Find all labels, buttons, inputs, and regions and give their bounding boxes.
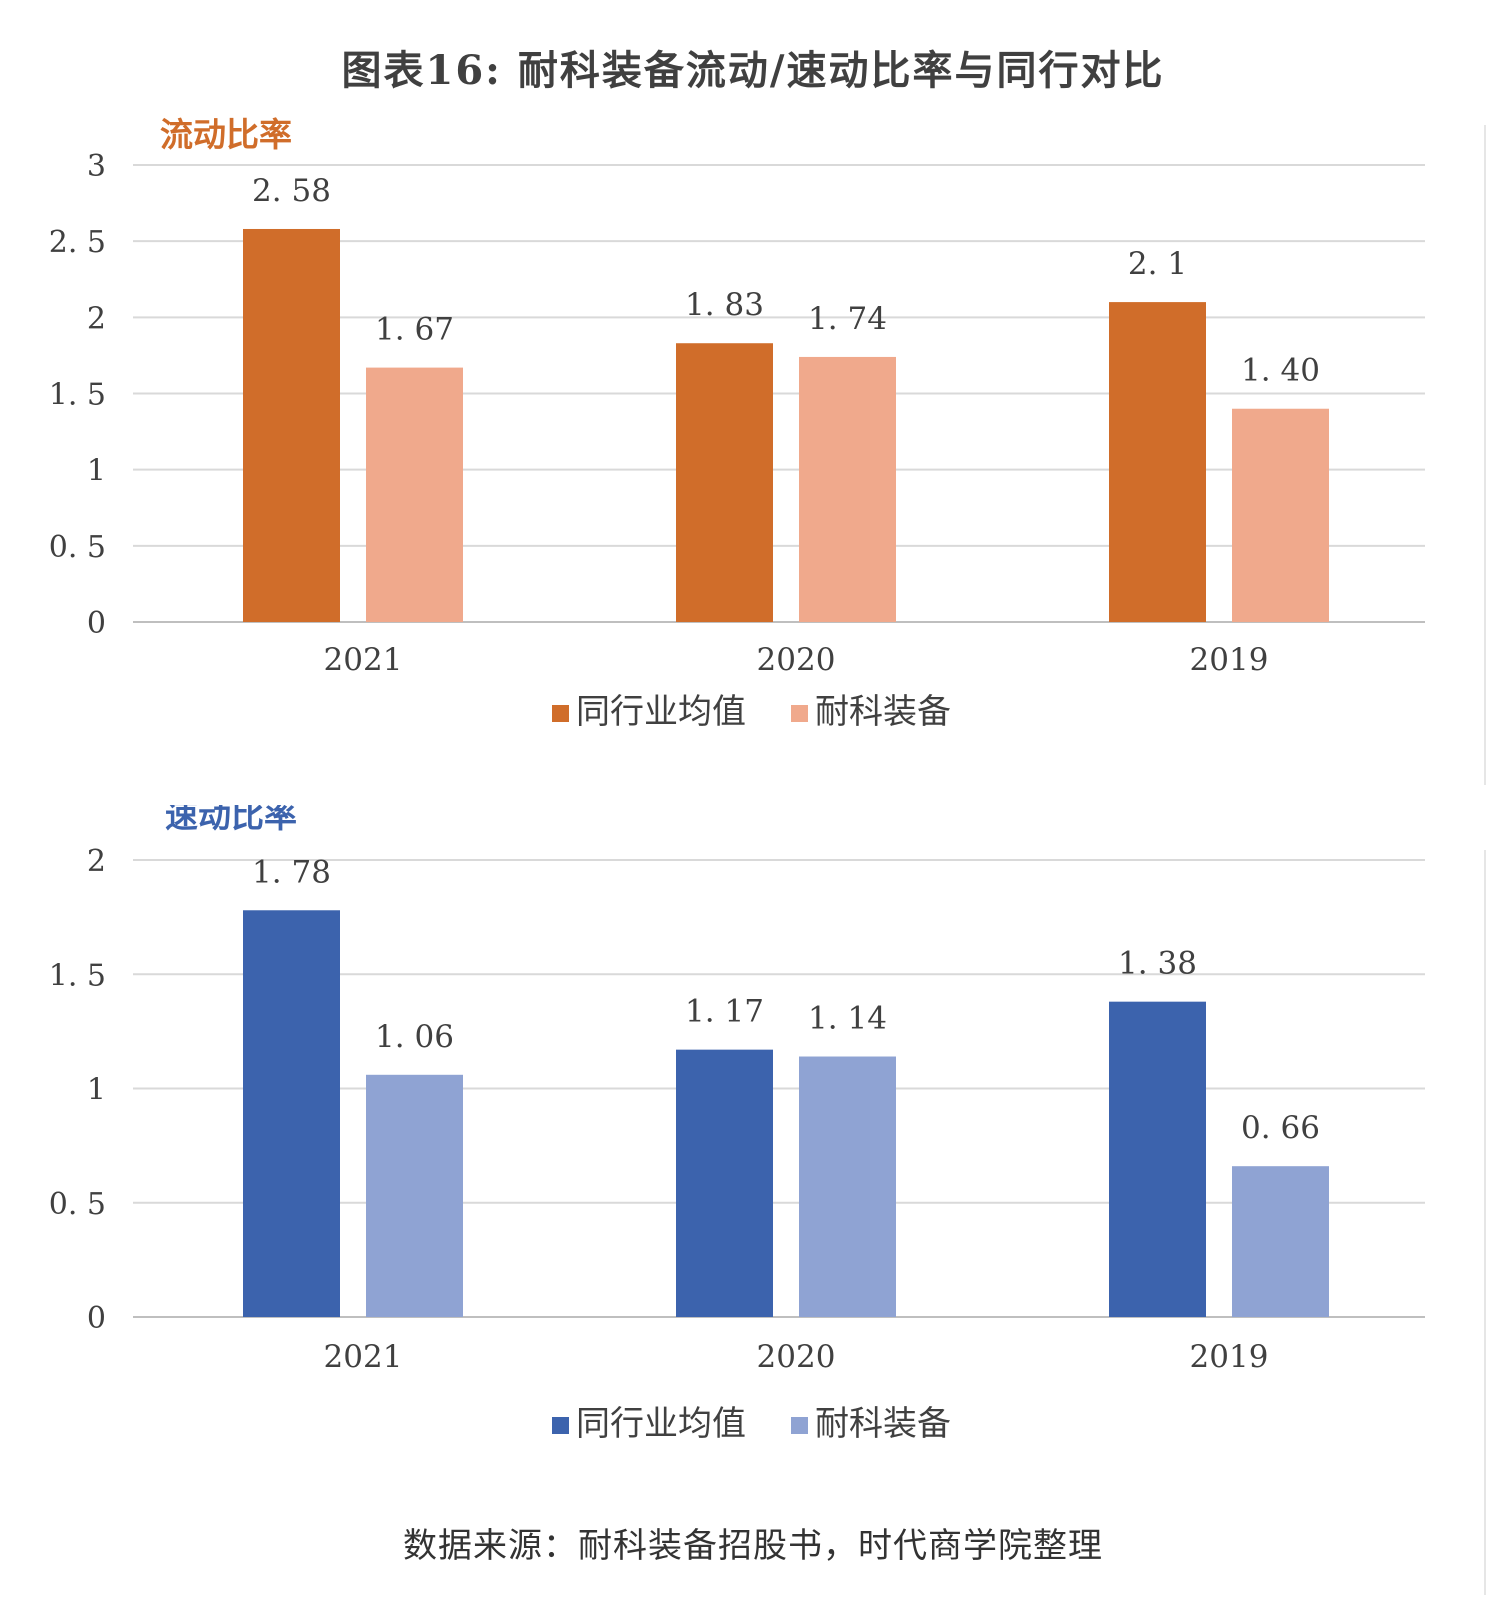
quick-ratio-chart: 速动比率 0 0. 5 1 1. 5 2 1. 78 1. 17 1. 38 1. 06 1. 14…	[49, 805, 1425, 1444]
bar-naike	[366, 367, 463, 622]
y-tick-label: 1	[87, 1073, 106, 1108]
y-tick-label: 0	[87, 606, 106, 641]
legend-label: 耐科装备	[815, 692, 951, 732]
chart-title: 流动比率	[160, 115, 292, 154]
y-tick-label: 1	[87, 454, 106, 489]
data-label: 1. 67	[375, 312, 454, 348]
legend-swatch	[552, 1417, 569, 1434]
source-note: 数据来源：耐科装备招股书，时代商学院整理	[403, 1526, 1103, 1566]
data-label: 0. 66	[1241, 1110, 1320, 1146]
y-tick-label: 0. 5	[49, 1187, 106, 1222]
bar-industry-average	[1109, 302, 1206, 622]
chart-title: 速动比率	[165, 805, 297, 835]
y-tick-label: 2	[87, 844, 106, 879]
x-tick-label: 2019	[1190, 642, 1269, 678]
data-label: 2. 1	[1128, 246, 1187, 282]
data-label: 1. 06	[375, 1019, 454, 1055]
bar-industry-average	[676, 343, 773, 622]
bar-naike	[1232, 408, 1329, 622]
y-tick-label: 2. 5	[49, 225, 106, 260]
data-label: 1. 17	[685, 994, 764, 1030]
y-tick-label: 2	[87, 301, 106, 336]
bar-naike	[799, 356, 896, 622]
y-tick-label: 1. 5	[49, 958, 106, 993]
y-tick-label: 3	[87, 149, 106, 184]
legend-label: 耐科装备	[815, 1404, 951, 1444]
x-tick-label: 2020	[757, 642, 836, 678]
bar-industry-average	[243, 228, 340, 622]
data-label: 2. 58	[252, 173, 331, 209]
y-tick-label: 0. 5	[49, 530, 106, 565]
bar-naike	[799, 1056, 896, 1317]
x-tick-label: 2021	[324, 1339, 403, 1375]
legend-label: 同行业均值	[576, 692, 746, 732]
bar-naike	[366, 1074, 463, 1317]
legend-swatch	[791, 1417, 808, 1434]
y-tick-label: 1. 5	[49, 378, 106, 413]
bar-industry-average	[676, 1049, 773, 1317]
data-label: 1. 38	[1118, 946, 1197, 982]
frame-line-top	[1484, 125, 1486, 785]
legend-label: 同行业均值	[576, 1404, 746, 1444]
x-tick-label: 2020	[757, 1339, 836, 1375]
legend-swatch	[791, 705, 808, 722]
data-label: 1. 74	[808, 301, 887, 337]
data-label: 1. 78	[252, 854, 331, 890]
data-label: 1. 40	[1241, 353, 1320, 389]
x-tick-label: 2021	[324, 642, 403, 678]
data-label: 1. 83	[685, 287, 764, 323]
bar-industry-average	[243, 910, 340, 1317]
frame-line-bottom	[1484, 850, 1486, 1595]
current-ratio-chart: 流动比率 0 0. 5 1 1. 5 2 2. 5 3 2. 58 1. 83 2. 1 1. 67 1…	[49, 115, 1425, 732]
bar-naike	[1232, 1166, 1329, 1317]
figure-title: 图表16: 耐科装备流动/速动比率与同行对比	[341, 47, 1165, 94]
legend-swatch	[552, 705, 569, 722]
x-tick-label: 2019	[1190, 1339, 1269, 1375]
data-label: 1. 14	[808, 1001, 887, 1037]
y-tick-label: 0	[87, 1301, 106, 1336]
bar-industry-average	[1109, 1001, 1206, 1317]
